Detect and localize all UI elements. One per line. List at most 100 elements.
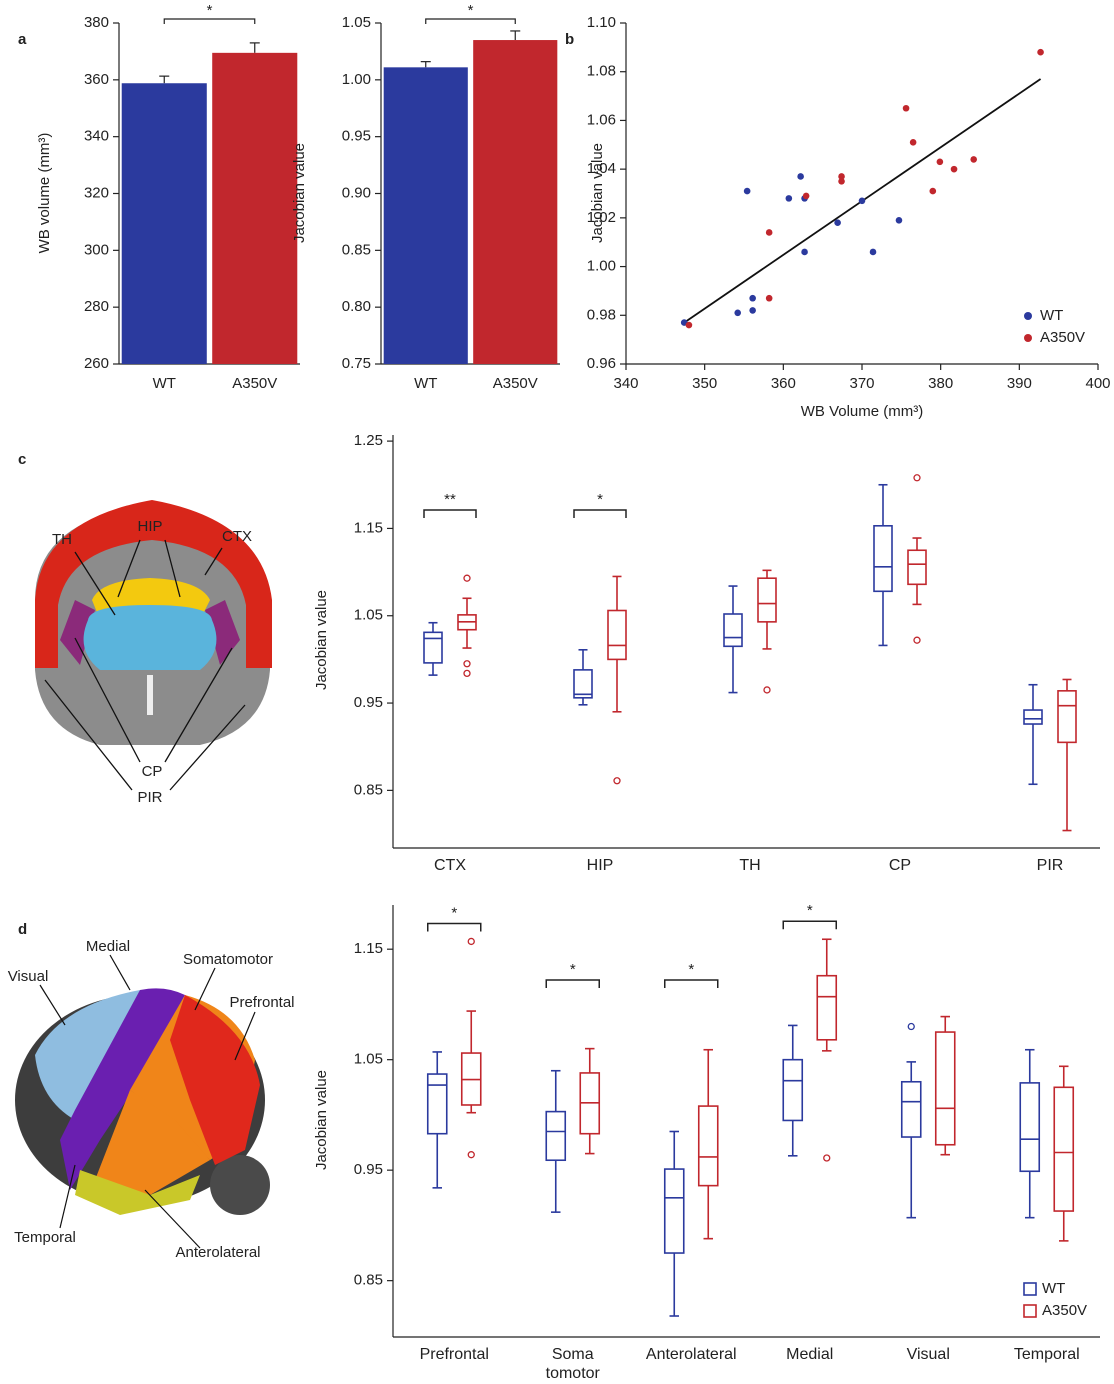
image-label: Medial: [86, 938, 130, 955]
x-tick-label: 380: [928, 375, 953, 392]
y-tick-label: 1.08: [587, 63, 616, 80]
data-point: [765, 229, 773, 236]
y-tick-label: 0.98: [587, 306, 616, 323]
data-point: [765, 294, 773, 302]
data-point: [749, 307, 756, 314]
image-label: Visual: [8, 968, 49, 985]
y-tick-label: 0.85: [342, 241, 371, 258]
data-point: [802, 192, 810, 200]
y-tick-label: 300: [84, 241, 109, 258]
box: [607, 609, 627, 661]
significance-label: *: [451, 904, 457, 921]
box: [426, 1073, 448, 1135]
x-tick-label: CP: [888, 857, 912, 874]
x-tick-label: 390: [1007, 375, 1032, 392]
y-tick-label: 0.80: [342, 298, 371, 315]
data-point: [834, 219, 841, 227]
image-label: HIP: [137, 518, 162, 535]
data-point: [743, 187, 751, 195]
y-tick-label: 340: [84, 128, 109, 145]
y-axis-label: Jacobian value: [313, 590, 330, 690]
y-tick-label: 280: [84, 298, 109, 315]
box: [573, 669, 593, 699]
x-tick-label: TH: [739, 857, 761, 874]
data-point: [734, 309, 742, 317]
outlier: [913, 474, 921, 482]
brain-coronal: [35, 500, 272, 791]
y-tick-label: 1.10: [587, 14, 616, 31]
outlier: [913, 636, 921, 644]
x-tick-label: 370: [849, 375, 874, 392]
outlier: [763, 686, 771, 694]
legend-marker: [1023, 1304, 1037, 1318]
data-point: [936, 158, 944, 166]
y-tick-label: 1.05: [342, 14, 371, 31]
y-tick-label: 1.05: [354, 607, 383, 624]
bar: [473, 40, 558, 365]
x-tick-label: 400: [1085, 375, 1110, 392]
y-tick-label: 380: [84, 14, 109, 31]
significance-label: *: [597, 491, 603, 508]
x-tick-label: Anterolateral: [645, 1346, 737, 1363]
box: [545, 1110, 567, 1162]
x-tick-label-box: TH: [739, 857, 761, 874]
significance-bracket: [573, 509, 627, 518]
bar: [383, 67, 468, 364]
box: [663, 1168, 685, 1254]
image-label: CP: [142, 763, 163, 780]
y-tick-label: 320: [84, 184, 109, 201]
data-point: [797, 173, 804, 180]
x-tick-label: A350V: [232, 375, 277, 392]
y-tick-label: 1.02: [587, 209, 616, 226]
legend-label: A350V: [1040, 329, 1085, 346]
data-point: [838, 178, 845, 185]
x-tick-label-box: Medial: [786, 1346, 833, 1363]
legend-label: A350V: [1042, 1302, 1087, 1319]
y-tick-label: 360: [84, 71, 109, 88]
x-tick-label-box: Soma tomotor: [546, 1346, 600, 1382]
x-tick-label: 360: [771, 375, 796, 392]
box: [697, 1105, 719, 1187]
y-axis-label: WB volume (mm³): [36, 133, 53, 254]
significance-bracket: [163, 18, 256, 24]
image-label: Temporal: [14, 1229, 76, 1246]
box: [423, 631, 443, 664]
significance-bracket: [782, 920, 837, 930]
legend-marker: [1024, 312, 1032, 320]
x-tick-label: WT: [414, 375, 437, 392]
data-point: [970, 156, 978, 163]
outlier: [613, 777, 621, 785]
significance-bracket: [423, 509, 477, 518]
x-tick-label: PIR: [1036, 857, 1064, 874]
data-point: [902, 104, 910, 112]
image-label: TH: [52, 531, 72, 548]
significance-label: *: [468, 2, 474, 19]
image-label: Prefrontal: [229, 994, 294, 1011]
outlier: [463, 660, 471, 668]
y-tick-label: 0.85: [354, 781, 383, 798]
data-point: [1037, 48, 1044, 56]
outlier: [823, 1154, 831, 1162]
box: [723, 613, 743, 648]
y-tick-label: 0.96: [587, 355, 616, 372]
outlier: [463, 574, 471, 582]
data-point: [909, 139, 917, 146]
panel-letter: c: [18, 451, 26, 468]
significance-label: *: [207, 2, 213, 19]
x-tick-label: 340: [613, 375, 638, 392]
data-point: [869, 248, 877, 256]
data-point: [950, 165, 958, 173]
legend-label: WT: [1040, 307, 1063, 324]
data-point: [838, 173, 845, 180]
x-tick-label-box: Visual: [907, 1346, 950, 1363]
significance-label: *: [688, 961, 694, 978]
box: [1023, 709, 1043, 725]
x-tick-label: WT: [153, 375, 176, 392]
x-tick-label-box: Temporal: [1014, 1346, 1080, 1363]
data-point: [895, 216, 903, 224]
y-tick-label: 1.05: [354, 1051, 383, 1068]
y-axis-label: Jacobian value: [589, 143, 606, 243]
significance-bracket: [664, 979, 719, 988]
y-tick-label: 0.90: [342, 184, 371, 201]
image-label: CTX: [222, 528, 252, 545]
